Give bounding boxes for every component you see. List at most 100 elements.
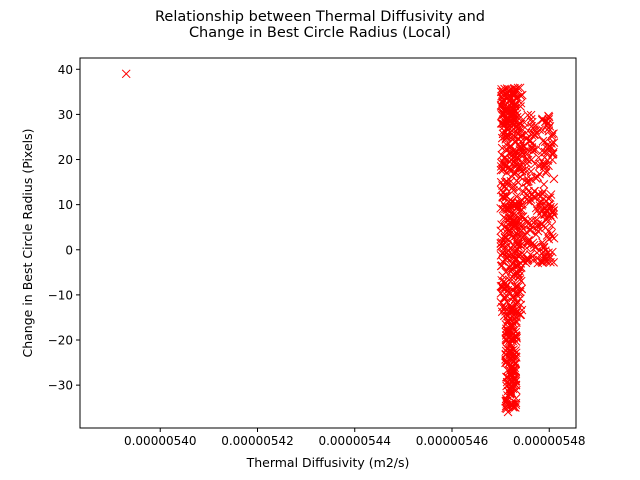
data-point [509, 127, 518, 137]
data-point [496, 281, 506, 291]
y-tick-label: 40 [58, 63, 73, 77]
data-point [511, 299, 520, 308]
data-point [512, 281, 521, 291]
y-tick-label: −30 [48, 379, 73, 393]
data-point [515, 287, 525, 297]
data-point [511, 332, 521, 342]
data-point [502, 396, 511, 406]
data-point [499, 126, 509, 135]
data-point [523, 155, 533, 165]
data-point [497, 143, 507, 153]
y-tick-label: −20 [48, 334, 73, 348]
data-point [519, 118, 529, 127]
data-point [505, 349, 514, 358]
data-point [509, 201, 519, 210]
x-tick-label: 0.00000548 [513, 434, 586, 448]
y-axis-label: Change in Best Circle Radius (Pixels) [20, 129, 35, 358]
data-point [498, 271, 507, 281]
data-point [507, 285, 517, 294]
x-axis-ticks: 0.00000540 0.00000542 0.00000544 0.00000546… [124, 428, 586, 448]
data-point [535, 201, 545, 210]
data-point [542, 205, 551, 215]
data-point [505, 226, 515, 235]
data-point [523, 216, 533, 226]
data-point [547, 132, 557, 142]
data-point [497, 234, 507, 243]
data-point [504, 162, 514, 172]
data-point [506, 98, 516, 108]
data-point [497, 249, 507, 258]
data-point [503, 365, 512, 375]
data-point [505, 388, 515, 398]
x-tick-label: 0.00000546 [416, 434, 489, 448]
data-point [523, 145, 533, 155]
data-point [539, 243, 548, 252]
data-point [526, 240, 536, 250]
data-point [501, 358, 511, 367]
data-point [544, 161, 553, 171]
data-point [544, 111, 553, 121]
data-point [516, 300, 526, 310]
data-point [540, 153, 550, 162]
plot-area [80, 58, 576, 428]
data-point [526, 175, 536, 184]
data-point [543, 143, 553, 152]
data-point [528, 255, 538, 265]
data-point [506, 264, 516, 274]
data-point [515, 266, 524, 276]
data-point [549, 138, 559, 147]
data-point [505, 335, 515, 344]
data-point [538, 136, 548, 146]
data-point [543, 140, 552, 150]
y-tick-label: 0 [65, 243, 73, 257]
data-point [526, 114, 536, 124]
data-point [515, 227, 525, 237]
data-points [121, 69, 559, 417]
data-point [509, 97, 519, 107]
data-point [503, 223, 513, 233]
data-point [498, 129, 508, 139]
data-point [507, 305, 517, 315]
data-point [538, 125, 548, 135]
x-tick-label: 0.00000542 [221, 434, 294, 448]
data-point [549, 174, 559, 184]
data-point [510, 115, 520, 125]
data-point [501, 349, 511, 359]
data-point [500, 233, 510, 243]
data-point [541, 168, 551, 178]
data-point [511, 358, 520, 368]
data-point [521, 183, 531, 192]
data-point [519, 147, 529, 157]
data-point [548, 150, 557, 159]
data-point [511, 385, 521, 395]
data-point [521, 164, 530, 174]
data-point [502, 140, 512, 150]
data-point [499, 213, 509, 222]
data-point [536, 219, 546, 229]
data-point [121, 69, 131, 79]
data-point [517, 90, 527, 100]
data-point [505, 366, 515, 376]
data-point [546, 190, 556, 199]
data-point [496, 226, 506, 236]
x-tick-label: 0.00000540 [124, 434, 197, 448]
data-point [501, 161, 510, 171]
data-point [500, 177, 510, 187]
data-point [526, 250, 535, 260]
y-tick-label: −10 [48, 288, 73, 302]
data-point [547, 247, 557, 257]
data-point [526, 167, 536, 176]
data-point [539, 240, 548, 250]
x-tick-label: 0.00000544 [318, 434, 391, 448]
y-tick-label: 10 [58, 198, 73, 212]
data-point [510, 89, 520, 98]
data-point [527, 216, 537, 225]
data-point [496, 261, 506, 271]
data-point [516, 241, 525, 250]
data-point [503, 118, 513, 128]
data-point [532, 129, 542, 138]
data-point [501, 133, 511, 143]
x-axis-label: Thermal Diffusivity (m2/s) [246, 455, 410, 470]
data-point [523, 110, 533, 120]
data-point [540, 253, 549, 262]
